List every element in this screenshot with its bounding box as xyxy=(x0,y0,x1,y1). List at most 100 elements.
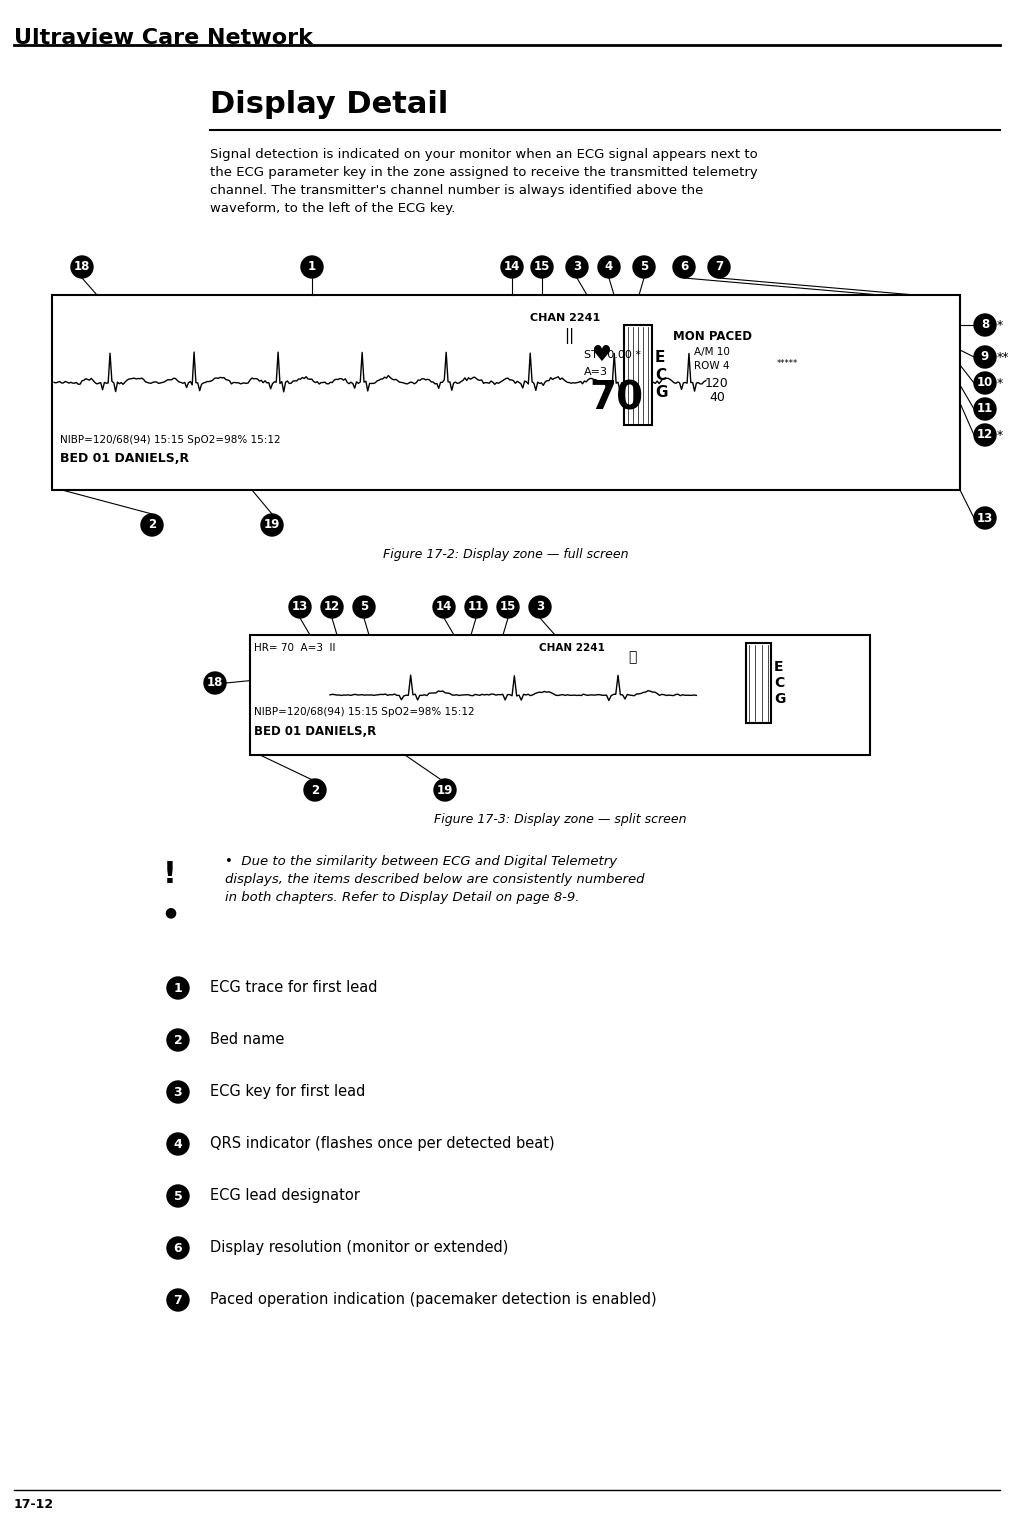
Bar xyxy=(250,635,869,755)
Text: 13: 13 xyxy=(291,600,307,614)
Text: 40: 40 xyxy=(709,391,724,403)
Text: MON PACED: MON PACED xyxy=(672,330,751,343)
Text: ECG lead designator: ECG lead designator xyxy=(210,1189,360,1204)
Text: 70: 70 xyxy=(588,381,643,418)
Text: 120: 120 xyxy=(705,377,728,390)
Text: A/M 10: A/M 10 xyxy=(694,347,729,356)
Text: Paced operation indication (pacemaker detection is enabled): Paced operation indication (pacemaker de… xyxy=(210,1292,656,1307)
Text: 15: 15 xyxy=(499,600,516,614)
Circle shape xyxy=(433,596,455,619)
Text: 14: 14 xyxy=(436,600,452,614)
Text: ECG key for first lead: ECG key for first lead xyxy=(210,1084,365,1099)
Text: Display Detail: Display Detail xyxy=(210,89,448,118)
Text: CHAN 2241: CHAN 2241 xyxy=(530,312,600,323)
Text: Bed name: Bed name xyxy=(210,1032,284,1048)
Text: QRS indicator (flashes once per detected beat): QRS indicator (flashes once per detected… xyxy=(210,1135,554,1151)
Text: Display resolution (monitor or extended): Display resolution (monitor or extended) xyxy=(210,1240,508,1255)
Circle shape xyxy=(167,1132,189,1155)
Text: 14: 14 xyxy=(503,261,520,273)
Bar xyxy=(624,324,651,424)
Circle shape xyxy=(261,514,283,537)
Text: 3: 3 xyxy=(536,600,544,614)
Text: 12: 12 xyxy=(324,600,340,614)
Text: 1: 1 xyxy=(174,981,182,994)
Text: 2: 2 xyxy=(148,518,156,532)
Text: Figure 17-3: Display zone — split screen: Figure 17-3: Display zone — split screen xyxy=(434,813,685,826)
Text: 1: 1 xyxy=(307,261,315,273)
Text: 6: 6 xyxy=(174,1242,182,1255)
Text: A=3: A=3 xyxy=(583,367,608,377)
Circle shape xyxy=(167,976,189,999)
Text: ●: ● xyxy=(164,905,176,919)
Text: ♥: ♥ xyxy=(591,346,612,365)
Text: 9: 9 xyxy=(980,350,988,364)
Text: 17-12: 17-12 xyxy=(14,1498,54,1511)
Circle shape xyxy=(353,596,375,619)
Text: 18: 18 xyxy=(206,676,223,690)
Text: HR= 70  A=3  II: HR= 70 A=3 II xyxy=(254,643,336,653)
Circle shape xyxy=(632,256,654,277)
Circle shape xyxy=(71,256,93,277)
Text: BED 01 DANIELS,R: BED 01 DANIELS,R xyxy=(254,725,376,738)
Text: 3: 3 xyxy=(174,1085,182,1099)
Circle shape xyxy=(973,424,995,446)
Text: *: * xyxy=(996,429,1002,441)
Circle shape xyxy=(565,256,587,277)
Text: 5: 5 xyxy=(360,600,368,614)
Circle shape xyxy=(973,399,995,420)
Text: 11: 11 xyxy=(976,403,992,415)
Text: Signal detection is indicated on your monitor when an ECG signal appears next to: Signal detection is indicated on your mo… xyxy=(210,149,757,215)
Circle shape xyxy=(708,256,729,277)
Text: ||: || xyxy=(563,327,573,344)
Circle shape xyxy=(167,1029,189,1051)
Text: ECG trace for first lead: ECG trace for first lead xyxy=(210,979,377,994)
Text: 2: 2 xyxy=(174,1034,182,1046)
Text: 5: 5 xyxy=(639,261,647,273)
Circle shape xyxy=(598,256,620,277)
Text: NIBP=120/68(94) 15:15 SpO2=98% 15:12: NIBP=120/68(94) 15:15 SpO2=98% 15:12 xyxy=(60,435,280,446)
Text: NIBP=120/68(94) 15:15 SpO2=98% 15:12: NIBP=120/68(94) 15:15 SpO2=98% 15:12 xyxy=(254,706,474,717)
Text: 13: 13 xyxy=(976,511,992,525)
Circle shape xyxy=(167,1186,189,1207)
Text: 4: 4 xyxy=(174,1137,182,1151)
Circle shape xyxy=(496,596,519,619)
Circle shape xyxy=(300,256,323,277)
Text: 5: 5 xyxy=(174,1190,182,1202)
Circle shape xyxy=(141,514,163,537)
Circle shape xyxy=(973,346,995,368)
Circle shape xyxy=(973,314,995,337)
Circle shape xyxy=(973,371,995,394)
Text: 19: 19 xyxy=(437,784,453,796)
Circle shape xyxy=(529,596,550,619)
Circle shape xyxy=(500,256,523,277)
Text: 6: 6 xyxy=(679,261,687,273)
Text: 19: 19 xyxy=(264,518,280,532)
Circle shape xyxy=(167,1237,189,1258)
Circle shape xyxy=(289,596,310,619)
Text: 4: 4 xyxy=(605,261,613,273)
Text: 11: 11 xyxy=(467,600,483,614)
Text: 3: 3 xyxy=(572,261,580,273)
Circle shape xyxy=(320,596,343,619)
Circle shape xyxy=(303,779,326,800)
Text: CHAN 2241: CHAN 2241 xyxy=(539,643,605,653)
Text: *: * xyxy=(996,318,1002,332)
Text: 15: 15 xyxy=(533,261,550,273)
Text: Figure 17-2: Display zone — full screen: Figure 17-2: Display zone — full screen xyxy=(383,547,628,561)
Text: ST=0.00 *: ST=0.00 * xyxy=(583,350,640,359)
Text: *: * xyxy=(996,376,1002,390)
Circle shape xyxy=(464,596,486,619)
Text: 8: 8 xyxy=(980,318,988,332)
Text: 7: 7 xyxy=(174,1293,182,1307)
Text: E
C
G: E C G xyxy=(773,659,785,706)
Text: *****: ***** xyxy=(776,359,798,368)
Text: 🔔: 🔔 xyxy=(628,650,636,664)
Text: ROW 4: ROW 4 xyxy=(694,361,729,371)
Circle shape xyxy=(204,672,225,694)
Text: •  Due to the similarity between ECG and Digital Telemetry
displays, the items d: • Due to the similarity between ECG and … xyxy=(224,855,644,904)
Text: 2: 2 xyxy=(310,784,318,796)
Text: E
C
G: E C G xyxy=(654,350,667,400)
Circle shape xyxy=(672,256,695,277)
Circle shape xyxy=(167,1289,189,1311)
Text: **: ** xyxy=(996,350,1009,364)
